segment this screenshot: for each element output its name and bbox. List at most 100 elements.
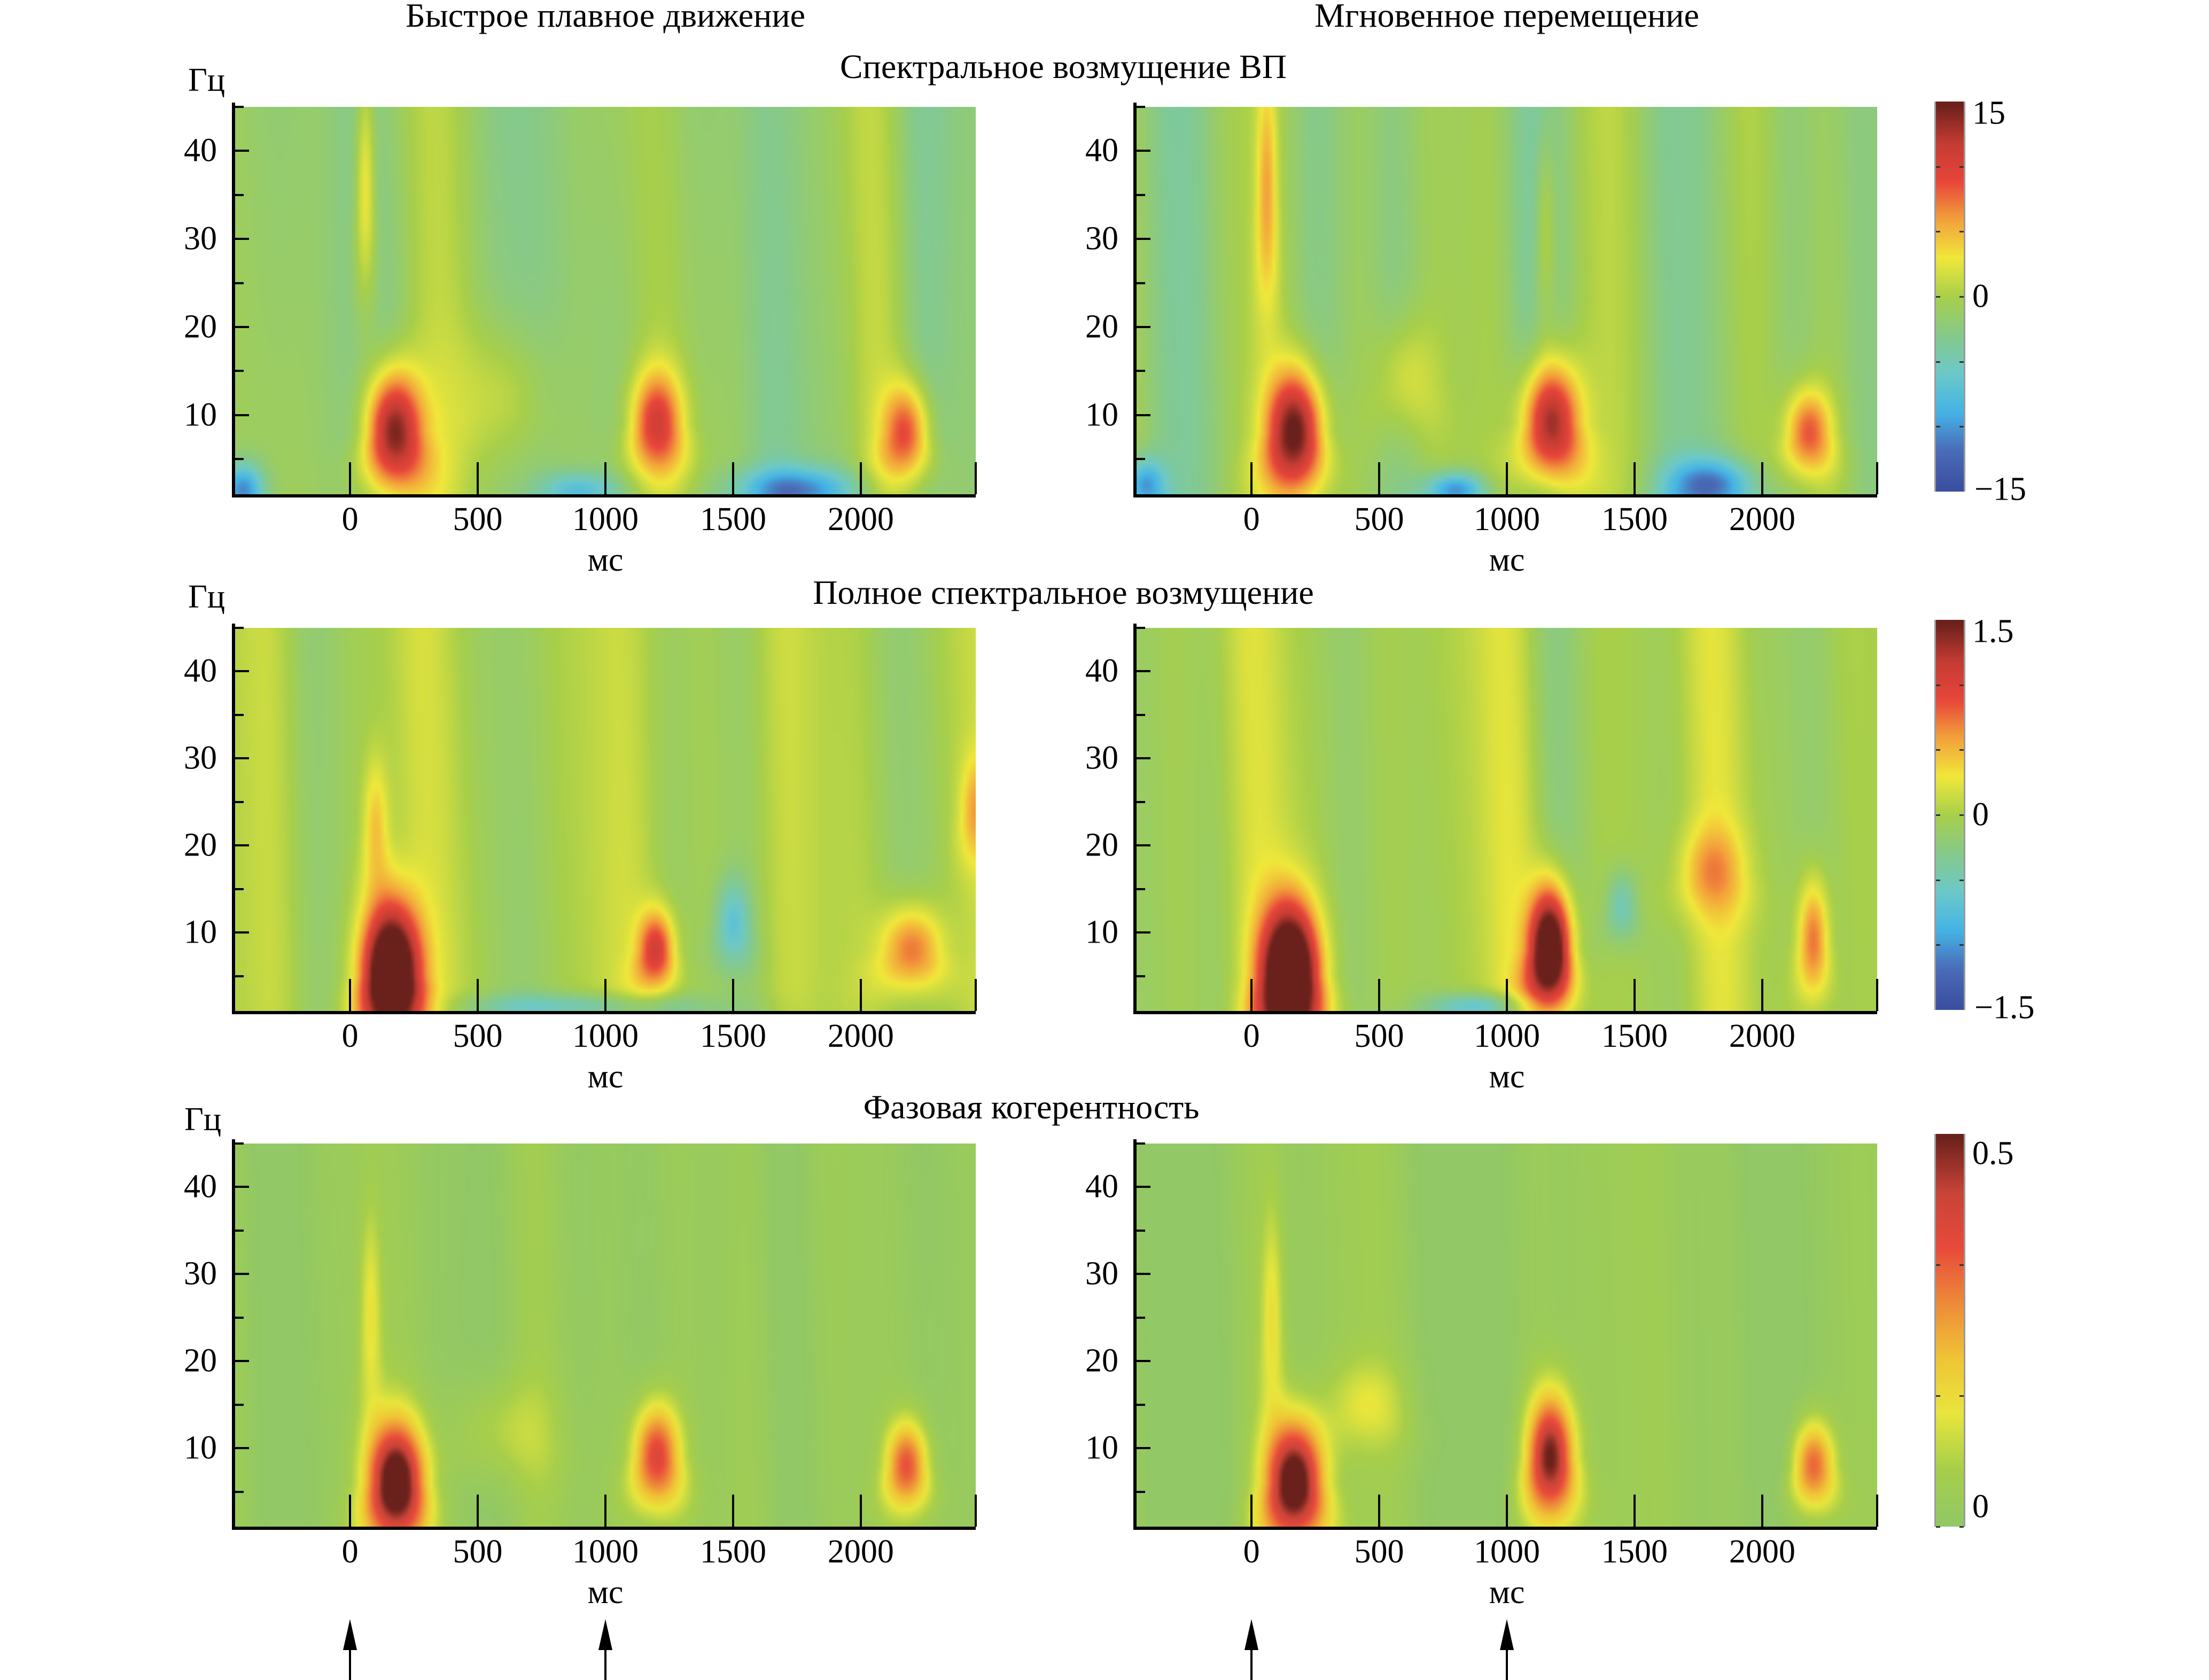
y-tick-label: 30	[1085, 1255, 1118, 1292]
x-tick	[1876, 1495, 1878, 1527]
y-tick	[1137, 1273, 1150, 1275]
x-axis-line	[232, 1527, 976, 1530]
x-tick	[349, 462, 352, 494]
y-minor-tick	[1137, 1142, 1145, 1145]
x-tick	[1761, 979, 1763, 1011]
x-tick-label: 0	[341, 1018, 359, 1054]
x-tick	[859, 1495, 862, 1527]
y-minor-tick	[235, 1490, 244, 1493]
colorbar-tick	[1959, 944, 1964, 946]
row-title-total-spectral: Полное спектральное возмущение	[813, 573, 1314, 611]
y-minor-tick	[1137, 370, 1145, 372]
x-tick-label: 1500	[1601, 1534, 1668, 1570]
colorbar-tick	[1936, 1526, 1940, 1528]
y-tick-label: 30	[184, 220, 217, 257]
x-unit-label: мс	[587, 542, 624, 578]
y-tick-label: 30	[1085, 740, 1118, 776]
colorbar-tick	[1936, 166, 1940, 168]
heatmap-image	[1137, 107, 1877, 494]
heatmap-image	[235, 1144, 976, 1527]
colorbar-tick	[1936, 814, 1940, 816]
y-tick-label: 40	[1085, 652, 1118, 689]
y-minor-tick	[1137, 193, 1145, 196]
y-minor-tick	[1137, 1229, 1145, 1232]
y-tick-label: 20	[184, 1342, 217, 1379]
x-tick-label: 1500	[699, 1534, 766, 1570]
x-unit-label: мс	[1489, 542, 1525, 578]
x-tick	[604, 1495, 606, 1527]
y-tick	[235, 238, 249, 240]
y-minor-tick	[1137, 800, 1145, 803]
colorbar-tick	[1936, 231, 1940, 233]
colorbar-gradient	[1936, 620, 1964, 1010]
heatmap-image	[1137, 1144, 1877, 1527]
colorbar-label: 1.5	[1972, 613, 2014, 650]
y-minor-tick	[1137, 1490, 1145, 1493]
y-minor-tick	[235, 282, 244, 284]
colorbar-tick	[1959, 296, 1964, 298]
x-tick	[1378, 462, 1381, 494]
x-tick	[859, 462, 862, 494]
y-tick-label: 20	[1085, 308, 1118, 345]
x-tick-label: 500	[453, 1534, 503, 1570]
event-arrow	[604, 1646, 606, 1680]
y-minor-tick	[235, 888, 244, 890]
y-minor-tick	[1137, 1403, 1145, 1406]
y-tick	[1137, 931, 1150, 934]
y-minor-tick	[235, 627, 244, 629]
y-tick-label: 10	[184, 914, 217, 951]
y-tick-label: 40	[184, 132, 217, 169]
x-tick	[975, 979, 977, 1011]
y-minor-tick	[235, 106, 244, 108]
heatmap-panel-2-smooth-motion: 10 20 30 40 0 500 1000 1500 2000 мс	[184, 624, 977, 1095]
y-tick-label: 30	[184, 1255, 217, 1292]
y-tick	[1137, 238, 1150, 240]
y-tick	[235, 844, 249, 847]
y-axis-line	[232, 1139, 235, 1527]
colorbar-tick	[1936, 1395, 1940, 1397]
y-axis-line	[1133, 1139, 1137, 1527]
y-minor-tick	[235, 370, 244, 372]
x-tick	[477, 1495, 479, 1527]
y-tick-label: 10	[1085, 1429, 1118, 1466]
y-tick-label: 40	[1085, 1168, 1118, 1205]
arrow-head-icon	[598, 1619, 612, 1650]
colorbar-tick	[1959, 684, 1964, 686]
y-minor-tick	[1137, 1316, 1145, 1319]
x-tick	[732, 1495, 734, 1527]
x-tick	[604, 979, 606, 1011]
y-unit-label: Гц	[188, 579, 225, 615]
y-tick	[235, 757, 249, 760]
colorbar-row-3: 0.5 0	[1934, 1134, 2014, 1528]
x-tick	[1633, 1495, 1636, 1527]
x-tick-label: 1500	[699, 501, 766, 538]
x-tick	[1761, 462, 1763, 494]
x-tick	[1378, 979, 1381, 1011]
colorbar-tick	[1959, 814, 1964, 816]
colorbar-tick	[1959, 166, 1964, 168]
y-tick-label: 20	[1085, 827, 1118, 864]
y-tick	[235, 1186, 249, 1188]
y-minor-tick	[1137, 458, 1145, 461]
y-tick	[235, 1360, 249, 1363]
y-minor-tick	[235, 800, 244, 803]
y-unit-label: Гц	[184, 1101, 222, 1138]
y-tick-label: 40	[184, 1168, 217, 1205]
y-axis-line	[1133, 624, 1137, 1011]
y-minor-tick	[1137, 106, 1145, 108]
arrow-head-icon	[1244, 1619, 1259, 1650]
y-tick	[1137, 325, 1150, 328]
y-tick-label: 10	[1085, 914, 1118, 951]
heatmap-panel-1-smooth-motion: 10 20 30 40 0 500 1000 1500 2000 мс	[184, 103, 977, 578]
y-tick-label: 40	[184, 652, 217, 689]
y-tick	[235, 414, 249, 416]
y-tick	[1137, 670, 1150, 673]
x-tick-label: 1500	[1601, 1018, 1668, 1054]
y-axis-line	[232, 624, 235, 1011]
x-tick-label: 2000	[1729, 501, 1795, 538]
x-tick-label: 500	[1354, 1018, 1404, 1054]
x-tick-label: 1500	[1601, 501, 1668, 538]
colorbar-gradient	[1936, 102, 1964, 492]
x-tick-label: 500	[453, 1018, 503, 1054]
x-tick-label: 2000	[1729, 1018, 1795, 1054]
